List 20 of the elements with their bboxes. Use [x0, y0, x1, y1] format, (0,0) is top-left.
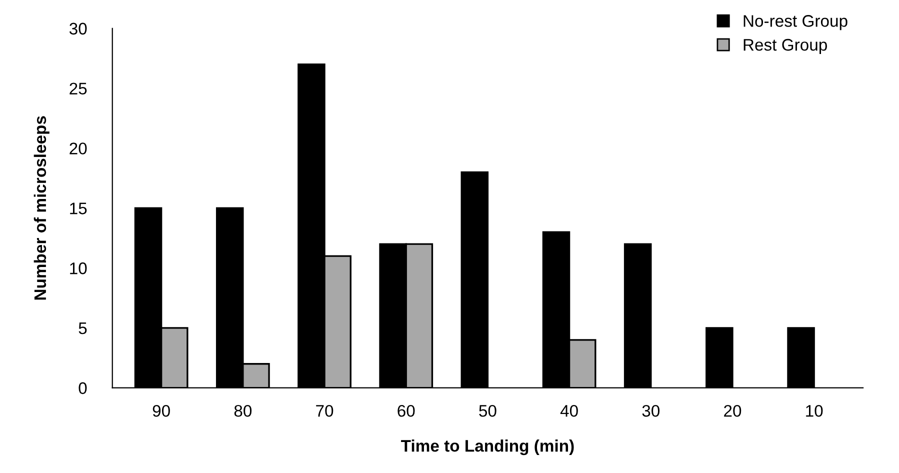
y-tick-label: 10	[70, 262, 87, 274]
x-tick-label: 50	[479, 404, 496, 417]
y-tick-label: 0	[78, 382, 87, 394]
y-tick-label: 25	[70, 82, 87, 94]
y-tick-label: 20	[70, 142, 87, 154]
x-tick-label: 20	[724, 404, 742, 417]
legend-label: Rest Group	[744, 38, 827, 54]
y-tick-label: 5	[78, 322, 87, 334]
y-tick-label: 30	[69, 22, 87, 35]
x-tick-label: 90	[152, 404, 170, 417]
x-tick-label: 60	[398, 404, 415, 417]
x-axis-title: Time to Landing (min)	[401, 440, 574, 456]
y-tick-label: 15	[70, 202, 87, 214]
x-tick-label: 10	[806, 404, 823, 417]
x-tick-label: 30	[642, 404, 660, 417]
y-axis-title: Number of microsleeps	[34, 116, 50, 300]
x-tick-label: 70	[316, 404, 334, 417]
legend-label: No-rest Group	[744, 15, 848, 30]
x-tick-label: 40	[560, 404, 578, 417]
x-tick-label: 80	[234, 404, 252, 417]
